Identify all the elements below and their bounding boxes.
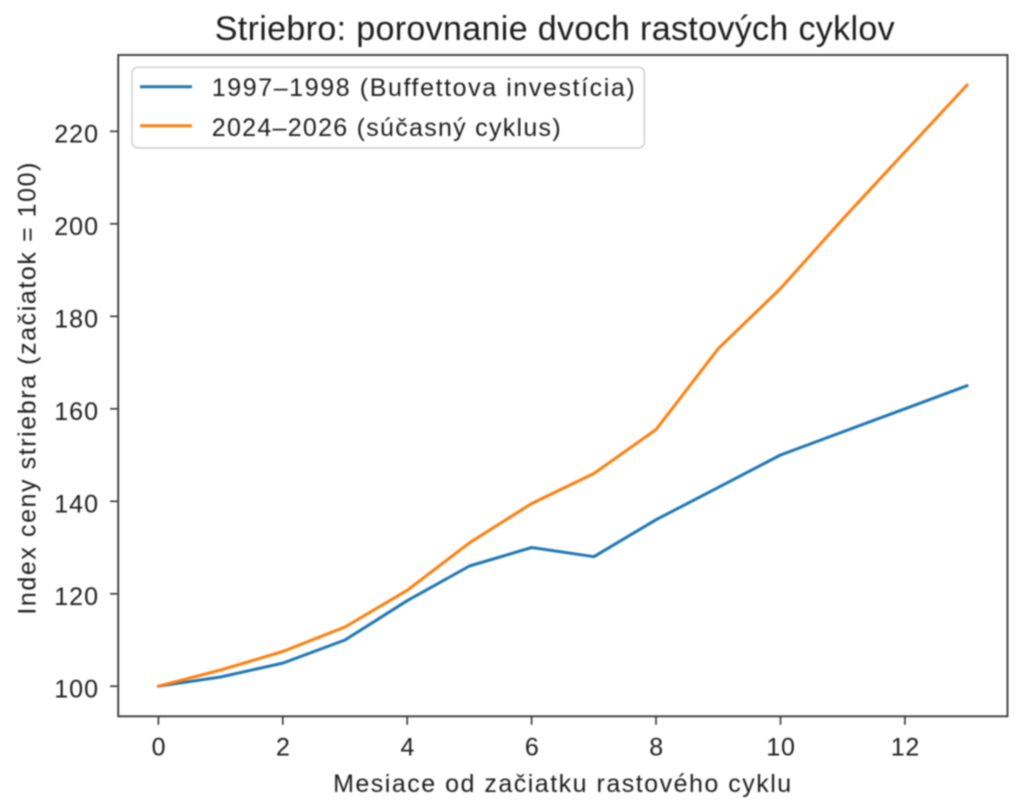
svg-text:160: 160 (54, 398, 99, 426)
svg-text:180: 180 (54, 306, 99, 334)
svg-text:12: 12 (891, 734, 920, 762)
svg-text:Index ceny striebra (začiatok: Index ceny striebra (začiatok = 100) (14, 161, 42, 615)
svg-text:120: 120 (54, 583, 99, 611)
svg-text:2: 2 (276, 734, 290, 762)
svg-text:200: 200 (54, 213, 99, 241)
svg-text:220: 220 (54, 121, 99, 149)
svg-text:4: 4 (400, 734, 414, 762)
svg-text:100: 100 (54, 676, 99, 704)
svg-text:6: 6 (525, 734, 539, 762)
svg-text:Striebro: porovnanie dvoch ras: Striebro: porovnanie dvoch rastových cyk… (215, 10, 895, 48)
svg-text:1997–1998 (Buffettova investíc: 1997–1998 (Buffettova investícia) (212, 74, 636, 102)
svg-text:0: 0 (152, 734, 166, 762)
svg-text:8: 8 (649, 734, 663, 762)
svg-text:2024–2026 (súčasný cyklus): 2024–2026 (súčasný cyklus) (212, 114, 562, 142)
svg-text:Mesiace od začiatku rastového: Mesiace od začiatku rastového cyklu (333, 770, 793, 798)
svg-text:10: 10 (766, 734, 795, 762)
svg-text:140: 140 (54, 491, 99, 519)
